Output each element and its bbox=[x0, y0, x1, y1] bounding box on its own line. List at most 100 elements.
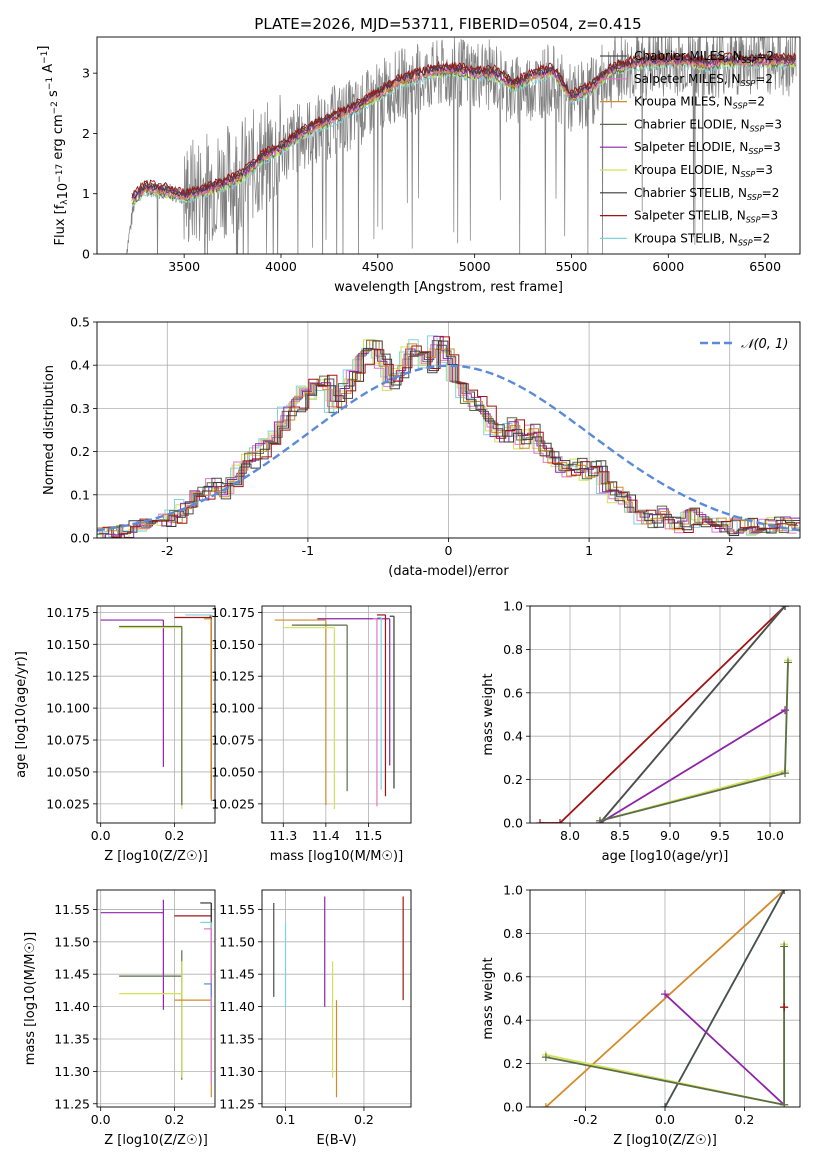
y-tick-label: 11.25 bbox=[54, 1096, 90, 1111]
legend-text-part: =2 bbox=[753, 231, 771, 245]
y-label-part: −1 bbox=[40, 51, 50, 64]
legend-text-part: Kroupa MILES, N bbox=[634, 95, 733, 109]
y-label-part: ] bbox=[36, 46, 51, 51]
y-tick-label: 0.2 bbox=[503, 1056, 523, 1071]
plot-age_vs_Z: 0.0 0.2 10.025 10.050 10.075 10.100 10.125 10.1… bbox=[14, 605, 216, 864]
y-label-part: −1 bbox=[45, 77, 55, 90]
legend-text-part: =3 bbox=[760, 209, 778, 223]
y-tick-label: 0 bbox=[82, 247, 90, 262]
histogram-kroupa_elodie bbox=[97, 339, 795, 538]
x-axis-label: Z [log10(Z/Z☉)] bbox=[104, 849, 208, 864]
y-tick-label: 10.150 bbox=[211, 637, 255, 652]
x-tick-label: 4500 bbox=[362, 259, 394, 274]
legend-text-part: SSP bbox=[750, 124, 765, 133]
x-axis-label: age [log10(age/yr)] bbox=[602, 849, 729, 864]
y-tick-label: 0.2 bbox=[70, 444, 90, 459]
legend-text-part: Chabrier STELIB, N bbox=[634, 186, 747, 200]
x-tick-label: 5500 bbox=[556, 259, 588, 274]
y-label-part: erg cm bbox=[51, 114, 66, 163]
y-tick-label: 0.2 bbox=[503, 772, 523, 787]
y-tick-label: 0.1 bbox=[70, 487, 90, 502]
y-tick-label: 10.050 bbox=[211, 764, 255, 779]
legend-text-part: =2 bbox=[762, 186, 780, 200]
x-axis-label: E(B-V) bbox=[316, 1133, 356, 1148]
axes-frame bbox=[96, 889, 216, 1108]
weight-marker-chabrier_miles bbox=[661, 1103, 669, 1107]
legend-text-part: =2 bbox=[747, 95, 765, 109]
x-tick-label: 0.2 bbox=[734, 1112, 754, 1127]
weight-marker-chabrier_elodie bbox=[780, 1100, 789, 1107]
weight-line-chabrier_elodie bbox=[599, 662, 789, 822]
legend-entry-salpeter_elodie: Salpeter ELODIE, NSSP=3 bbox=[634, 140, 781, 156]
weight-marker-salpeter_elodie bbox=[661, 990, 669, 999]
legend-text-part: SSP bbox=[738, 238, 753, 247]
plot-area-residuals bbox=[97, 335, 800, 538]
weight-marker-salpeter_elodie bbox=[781, 706, 789, 715]
legend-text-part: =2 bbox=[755, 72, 773, 86]
axes-frame bbox=[529, 889, 801, 1108]
y-tick-label: 2 bbox=[82, 126, 90, 141]
plot-area-mass_vs_ebv bbox=[273, 896, 404, 1098]
plot-area-mass_vs_Z bbox=[100, 899, 212, 1098]
x-tick-label: -1 bbox=[302, 543, 314, 558]
y-tick-label: 0.5 bbox=[70, 315, 90, 330]
plot-weight_vs_Z: -0.2 0.0 0.2 0.0 0.2 0.4 0.6 0.8 1.0 Z [log10(Z/Z… bbox=[481, 883, 801, 1148]
y-tick-label: 0.4 bbox=[503, 1013, 523, 1028]
y-tick-label: 0.6 bbox=[503, 969, 523, 984]
legend-entry-salpeter_stelib: Salpeter STELIB, NSSP=3 bbox=[634, 209, 778, 225]
legend-text-part: Chabrier ELODIE, N bbox=[634, 117, 750, 131]
y-tick-label: 10.025 bbox=[211, 796, 255, 811]
weight-line-kroupa_miles bbox=[545, 890, 785, 1107]
y-tick-label: 10.175 bbox=[211, 605, 255, 620]
y-label-part: −17 bbox=[55, 164, 65, 183]
x-axis-label: wavelength [Angstrom, rest frame] bbox=[334, 280, 563, 295]
legend-text-part: SSP bbox=[741, 170, 756, 179]
weight-marker-kroupa_miles bbox=[541, 1103, 550, 1107]
x-tick-label: 4000 bbox=[265, 259, 297, 274]
x-tick-label: -0.2 bbox=[573, 1112, 597, 1127]
plot-mass_vs_Z: 0.0 0.2 11.25 11.30 11.35 11.40 11.45 11.50 11.5… bbox=[23, 889, 216, 1148]
x-tick-label: 11.3 bbox=[269, 828, 297, 843]
plot-age_vs_mass: 11.3 11.4 11.5 10.025 10.050 10.075 10.100 10.1… bbox=[211, 605, 412, 864]
y-tick-label: 11.25 bbox=[219, 1096, 255, 1111]
y-tick-label: 10.150 bbox=[46, 637, 90, 652]
axes-frame bbox=[96, 321, 801, 539]
x-tick-label: 9.5 bbox=[710, 828, 730, 843]
plot-mass_vs_ebv: 0.1 0.2 11.25 11.30 11.35 11.40 11.45 11.50 11.5… bbox=[219, 889, 412, 1148]
y-label-part: Flux [f bbox=[53, 204, 68, 245]
legend-entry-chabrier_stelib: Chabrier STELIB, NSSP=2 bbox=[634, 186, 779, 202]
y-tick-label: 1 bbox=[82, 186, 90, 201]
x-tick-label: 0.0 bbox=[91, 1112, 111, 1127]
weight-marker-chabrier_elodie bbox=[784, 658, 792, 667]
y-tick-label: 0.3 bbox=[70, 401, 90, 416]
x-tick-label: 5000 bbox=[459, 259, 491, 274]
y-label-part: 10 bbox=[56, 183, 71, 200]
weight-line-chabrier_miles bbox=[599, 606, 786, 823]
x-axis-label: (data-model)/error bbox=[388, 564, 509, 579]
legend-text-part: SSP bbox=[748, 147, 763, 156]
y-tick-label: 0.0 bbox=[70, 531, 90, 546]
y-tick-label: 11.30 bbox=[219, 1064, 255, 1079]
x-axis-label: Z [log10(Z/Z☉)] bbox=[613, 1133, 717, 1148]
y-tick-label: 0.4 bbox=[70, 358, 90, 373]
y-tick-label: 0.6 bbox=[503, 685, 523, 700]
axes-frame bbox=[96, 36, 801, 255]
y-axis-label: mass weight bbox=[481, 957, 496, 1039]
figure-title: PLATE=2026, MJD=53711, FIBERID=0504, z=0… bbox=[254, 15, 641, 33]
y-tick-label: 10.100 bbox=[211, 701, 255, 716]
plot-area-spectrum bbox=[126, 37, 797, 254]
y-tick-label: 1.0 bbox=[503, 599, 523, 614]
weight-marker-salpeter_stelib bbox=[556, 819, 564, 823]
legend-text-part: =3 bbox=[764, 117, 782, 131]
y-tick-label: 11.55 bbox=[219, 902, 255, 917]
y-tick-label: 11.40 bbox=[219, 999, 255, 1014]
y-tick-label: 0.4 bbox=[503, 729, 523, 744]
y-tick-label: 1.0 bbox=[503, 883, 523, 898]
weight-marker-chabrier_elodie bbox=[596, 816, 604, 823]
legend-text-part: =2 bbox=[756, 49, 774, 63]
plot-weight_vs_age: 8.0 8.5 9.0 9.5 10.0 0.0 0.2 0.4 0.6 0.8 1.0 age [l… bbox=[481, 599, 801, 864]
weight-marker-chabrier_elodie bbox=[781, 769, 789, 778]
weight-line-salpeter_elodie bbox=[664, 993, 785, 1106]
x-tick-label: 2 bbox=[726, 543, 734, 558]
y-label-part: s bbox=[46, 90, 61, 101]
